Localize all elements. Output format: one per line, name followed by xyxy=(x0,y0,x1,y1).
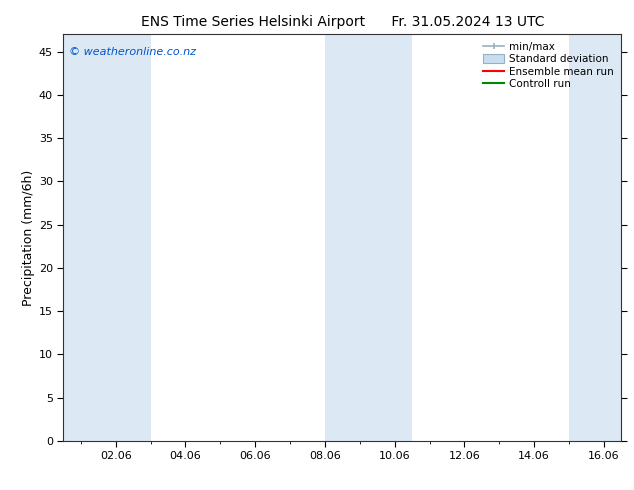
Bar xyxy=(63,34,115,441)
Y-axis label: Precipitation (mm/6h): Precipitation (mm/6h) xyxy=(22,170,35,306)
Bar xyxy=(359,34,412,441)
Bar xyxy=(325,34,359,441)
Title: ENS Time Series Helsinki Airport      Fr. 31.05.2024 13 UTC: ENS Time Series Helsinki Airport Fr. 31.… xyxy=(141,15,544,29)
Legend: min/max, Standard deviation, Ensemble mean run, Controll run: min/max, Standard deviation, Ensemble me… xyxy=(481,40,616,92)
Text: © weatheronline.co.nz: © weatheronline.co.nz xyxy=(69,47,196,56)
Bar xyxy=(569,34,621,441)
Bar xyxy=(115,34,150,441)
